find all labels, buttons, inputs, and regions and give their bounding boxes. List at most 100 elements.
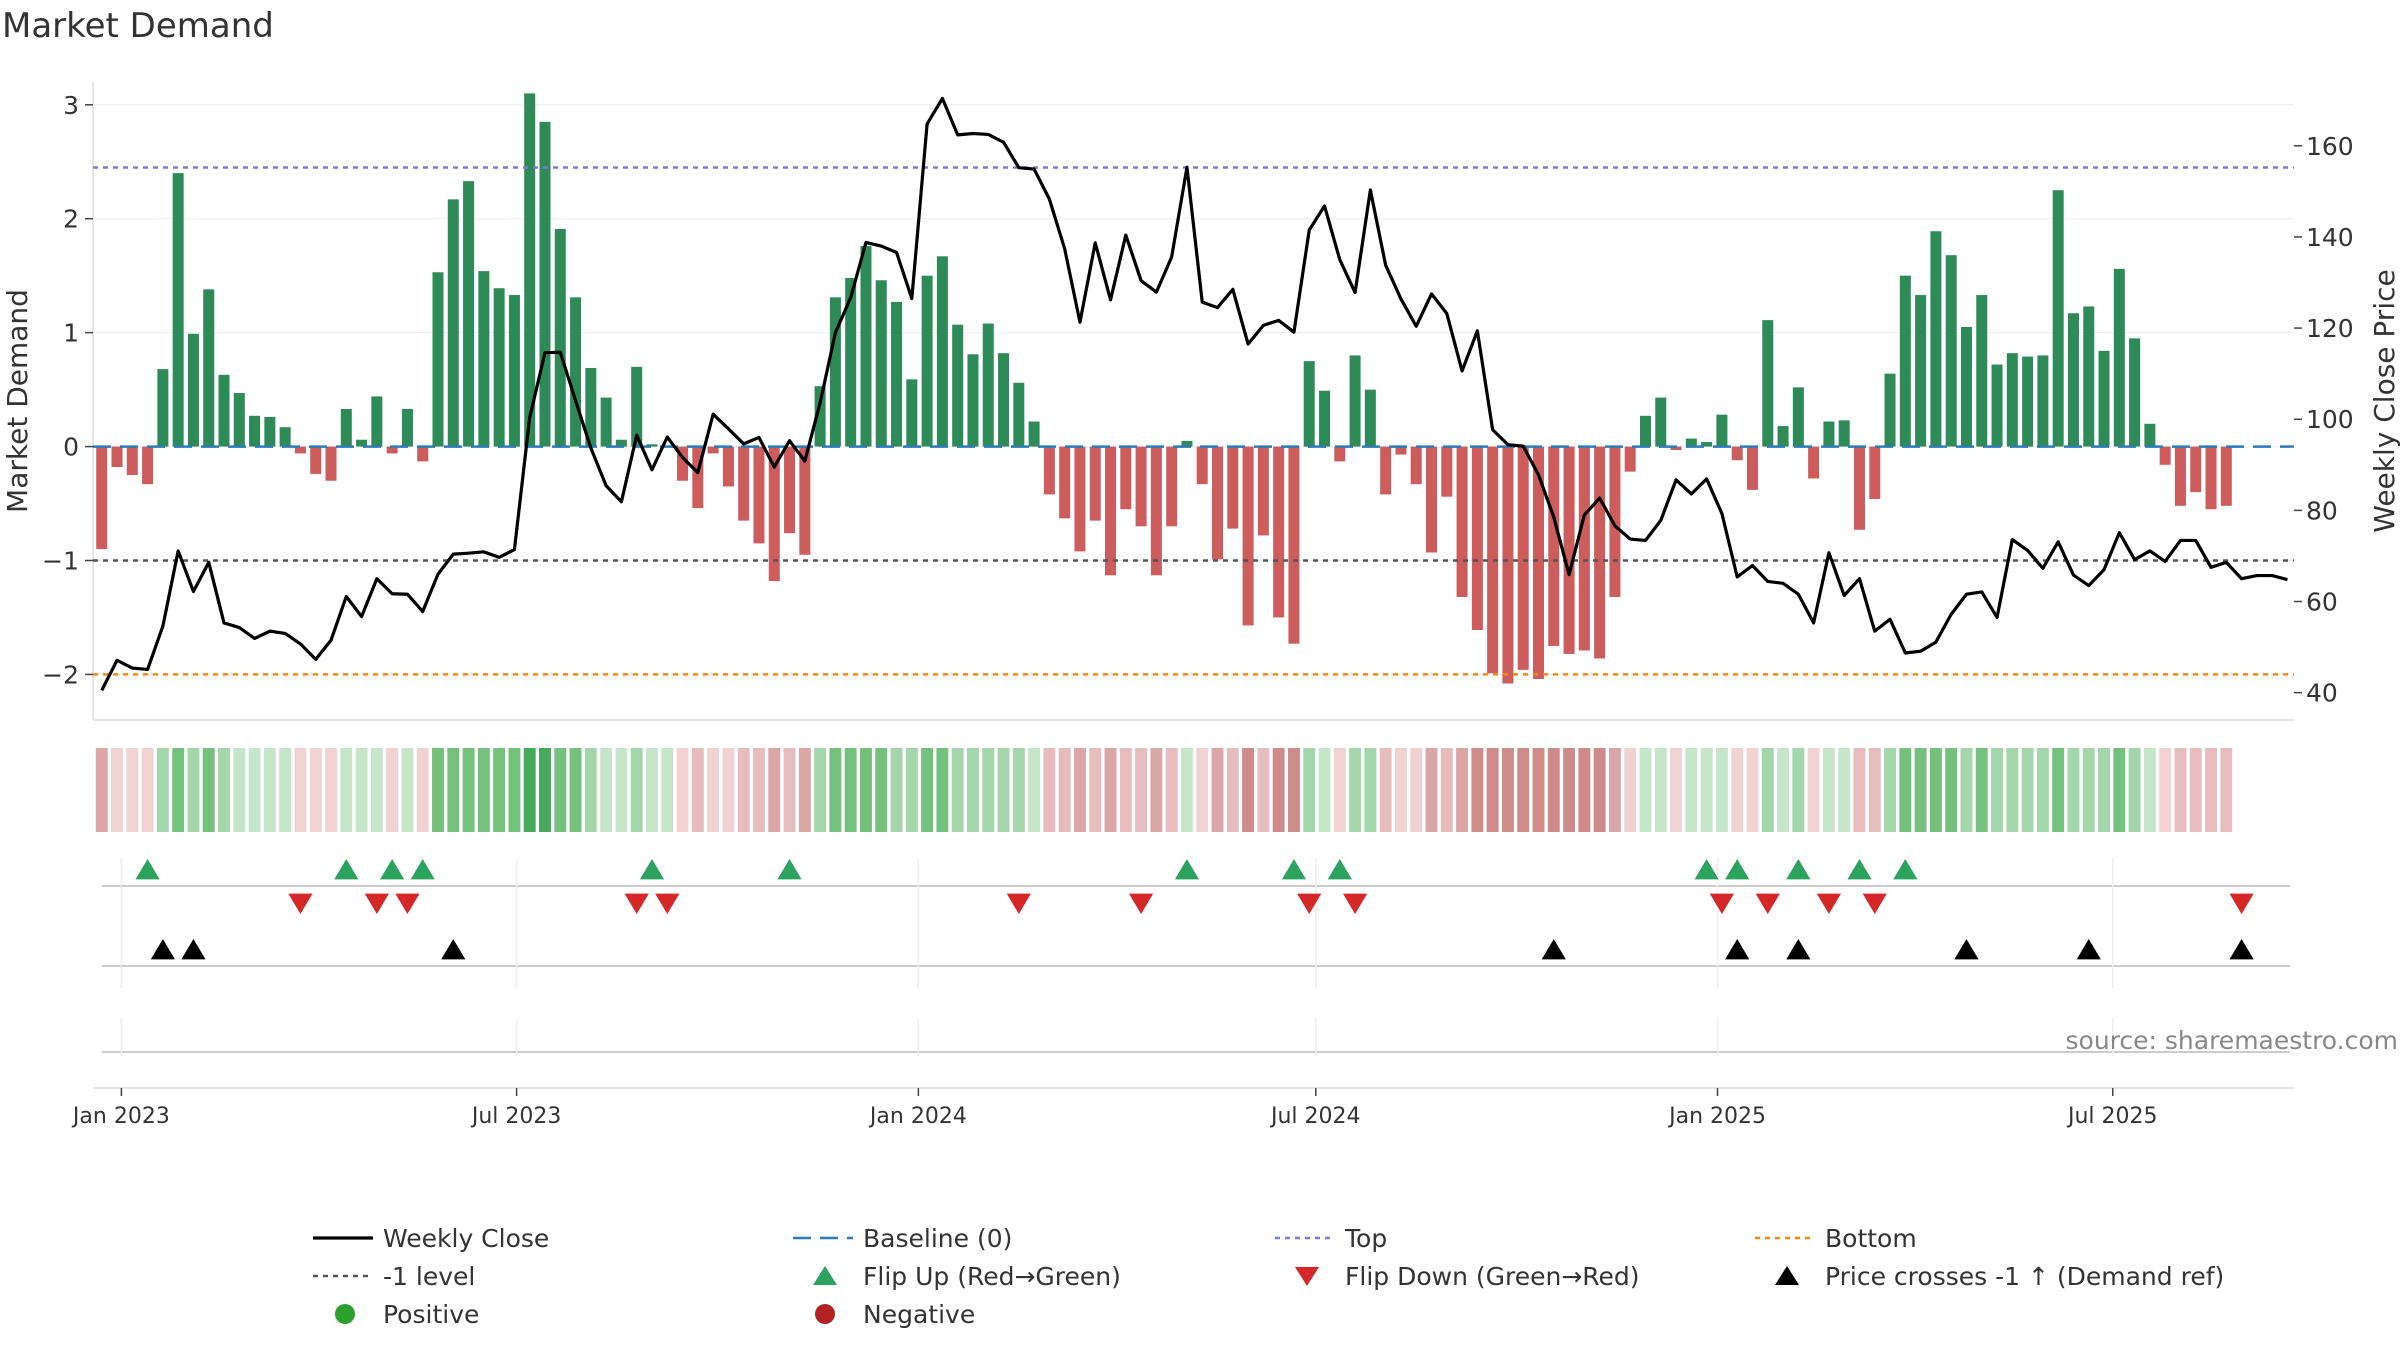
- demand-bar: [1181, 440, 1193, 447]
- strip-cell: [1410, 748, 1423, 832]
- strip-cell: [1074, 748, 1086, 832]
- strip-cell: [1287, 748, 1300, 832]
- strip-cell: [2036, 748, 2049, 832]
- demand-bar: [1945, 255, 1957, 447]
- strip-cell: [1058, 748, 1071, 832]
- demand-bar: [768, 446, 780, 582]
- demand-bar: [1074, 446, 1086, 552]
- strip-cell: [2159, 748, 2172, 832]
- flip-up-marker: [1725, 859, 1750, 880]
- demand-bar: [1135, 446, 1147, 527]
- demand-bar: [906, 379, 918, 447]
- demand-bar: [1166, 446, 1178, 527]
- strip-cell: [1654, 748, 1667, 832]
- strip-cell: [462, 748, 475, 832]
- price-cross-marker: [1954, 939, 1979, 960]
- event-marker-panel: [102, 858, 2290, 1056]
- demand-bar: [1517, 446, 1529, 670]
- legend-label: Price crosses -1 ↑ (Demand ref): [1825, 1262, 2224, 1291]
- strip-cell: [2067, 748, 2080, 832]
- strip-cell: [539, 748, 551, 832]
- demand-bar: [2220, 446, 2232, 506]
- demand-bar: [1991, 364, 2003, 447]
- price-cross-marker: [2229, 939, 2254, 960]
- strip-cell: [309, 748, 322, 832]
- demand-bar: [692, 446, 704, 509]
- demand-bar: [325, 446, 337, 481]
- strip-cell: [1563, 748, 1576, 832]
- demand-bar: [722, 446, 734, 487]
- demand-bar: [1089, 446, 1101, 521]
- demand-bar: [1884, 373, 1896, 447]
- strip-cell: [1746, 748, 1759, 832]
- strip-cell: [263, 748, 276, 832]
- demand-bar: [2174, 446, 2186, 506]
- strip-cell: [844, 748, 857, 832]
- demand-bar: [2144, 423, 2156, 447]
- demand-bar: [187, 333, 199, 447]
- y-tick-label-right: 60: [2306, 588, 2338, 617]
- strip-cell: [1822, 748, 1835, 832]
- demand-bar: [1533, 446, 1544, 679]
- x-tick-label: Jan 2025: [1667, 1104, 1766, 1129]
- strip-cell: [1135, 748, 1148, 832]
- y-tick-label-right: 100: [2306, 405, 2354, 434]
- strip-cell: [1593, 748, 1606, 832]
- demand-bar: [646, 444, 658, 447]
- flip-up-marker: [135, 859, 160, 880]
- legend: Weekly Close Baseline (0) Top Bottom -1 leve…: [313, 1224, 2224, 1329]
- strip-cell: [2220, 748, 2233, 832]
- strip-cell: [1440, 748, 1453, 832]
- demand-bar: [1028, 421, 1040, 447]
- strip-cell: [921, 748, 934, 832]
- demand-bar: [203, 289, 215, 447]
- flip-up-marker: [639, 859, 665, 880]
- price-cross-marker: [1725, 939, 1750, 960]
- y-axis-title-right: Weekly Close Price: [2368, 269, 2400, 532]
- flip-down-marker: [1755, 893, 1780, 914]
- legend-item-close: Weekly Close: [313, 1224, 549, 1253]
- strip-cell: [1425, 748, 1438, 832]
- strip-cell: [1532, 748, 1545, 832]
- demand-bar: [1685, 438, 1697, 447]
- demand-bar: [279, 427, 291, 447]
- strip-cell: [1242, 748, 1255, 832]
- demand-bar: [1960, 326, 1972, 447]
- demand-bar: [2205, 446, 2217, 510]
- demand-bar: [707, 446, 719, 454]
- strip-cell: [1914, 748, 1927, 832]
- flip-down-marker: [1128, 893, 1154, 914]
- demand-bar: [157, 369, 169, 447]
- strip-cell: [554, 748, 567, 832]
- strip-cell: [2128, 748, 2141, 832]
- demand-bar: [1242, 446, 1254, 626]
- legend-swatch-flip-down: [1295, 1267, 1319, 1286]
- flip-up-marker: [380, 859, 405, 880]
- demand-bar: [1808, 446, 1820, 479]
- strip-cell: [432, 748, 444, 832]
- legend-label: Flip Down (Green→Red): [1345, 1262, 1640, 1291]
- strip-cell: [1991, 748, 2003, 832]
- strip-cell: [1012, 748, 1025, 832]
- demand-bar: [1334, 446, 1346, 462]
- strip-cell: [2052, 748, 2065, 832]
- strip-cell: [646, 748, 658, 832]
- strip-cell: [477, 748, 490, 832]
- strip-cell: [1165, 748, 1178, 832]
- flip-up-marker: [1893, 859, 1918, 880]
- demand-bar: [860, 246, 872, 447]
- strip-cell: [875, 748, 888, 832]
- demand-bar: [96, 446, 108, 550]
- legend-label: Weekly Close: [383, 1224, 549, 1253]
- flip-up-marker: [334, 859, 359, 880]
- legend-item-top: Top: [1275, 1224, 1387, 1253]
- strip-cell: [1379, 748, 1392, 832]
- legend-swatch-negative: [815, 1304, 835, 1324]
- strip-cell: [829, 748, 842, 832]
- strip-cell: [416, 748, 429, 832]
- demand-bar: [172, 173, 184, 447]
- demand-bar: [1639, 415, 1651, 447]
- demand-bar: [1823, 421, 1835, 447]
- demand-bar: [2022, 356, 2034, 447]
- strip-cell: [982, 748, 995, 832]
